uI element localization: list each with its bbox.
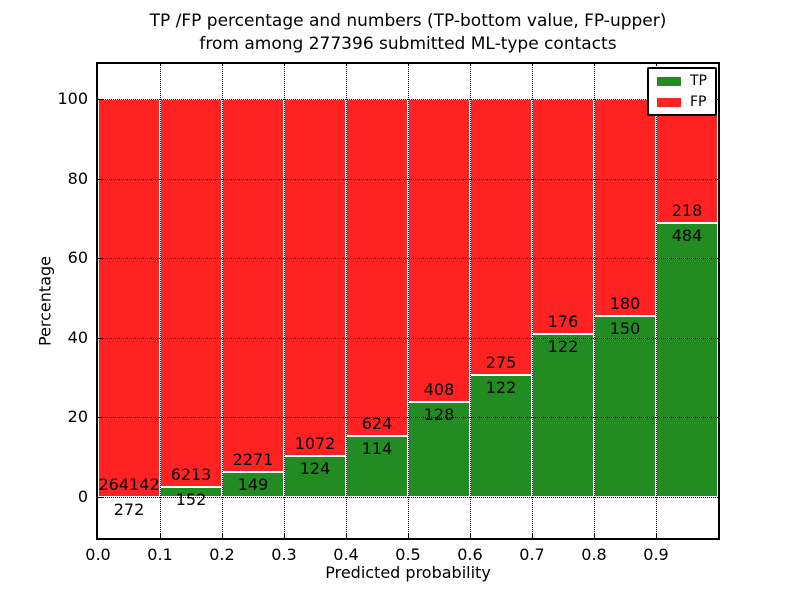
x-tick-mark (594, 533, 595, 538)
fp-count-label: 6213 (170, 465, 212, 485)
fp-count-label: 2271 (232, 450, 274, 470)
bar-fp-segment (470, 99, 532, 375)
fp-count-label: 264142 (98, 474, 160, 494)
plot-area: 264142 272 6213 152 2271 149 1072 124 624 114 408 1… (96, 62, 720, 540)
x-tick-mark (656, 533, 657, 538)
v-gridline (532, 64, 533, 538)
y-tick-label: 0 (77, 487, 88, 506)
tp-count-label: 484 (671, 225, 703, 245)
chart-title-line2: from among 277396 submitted ML-type cont… (199, 34, 617, 54)
bar-fp-segment (98, 99, 160, 497)
bar-fp-segment (222, 99, 284, 473)
x-tick-label: 0.6 (457, 545, 483, 564)
fp-count-label: 218 (671, 200, 703, 220)
fp-count-label: 275 (485, 352, 517, 372)
x-tick-label: 0.3 (271, 545, 297, 564)
legend-item-fp: FP (657, 95, 707, 109)
y-tick-mark (98, 258, 103, 260)
y-tick-mark (98, 337, 103, 339)
bar-fp-segment (160, 99, 222, 488)
v-gridline (284, 64, 285, 538)
v-gridline (656, 64, 657, 538)
x-tick-mark (284, 533, 285, 538)
x-tick-mark (346, 533, 347, 538)
bar-tp-segment (346, 435, 408, 497)
x-tick-label: 0.9 (643, 545, 669, 564)
tp-count-label: 124 (299, 458, 331, 478)
x-tick-mark (408, 533, 409, 538)
x-tick-label: 0.5 (395, 545, 421, 564)
tp-count-label: 122 (485, 377, 517, 397)
v-gridline (408, 64, 409, 538)
x-tick-mark (470, 533, 471, 538)
y-tick-mark (98, 497, 103, 498)
fp-legend-label: FP (690, 94, 707, 110)
bar-fp-segment (284, 99, 346, 456)
y-tick-mark (98, 178, 103, 180)
tp-count-label: 152 (175, 490, 207, 510)
y-tick-label: 40 (67, 327, 88, 347)
tp-count-label: 149 (237, 475, 269, 495)
tp-count-label: 150 (609, 319, 641, 339)
legend: TP FP (647, 67, 717, 116)
fp-count-label: 624 (361, 413, 393, 433)
tp-count-label: 272 (113, 499, 145, 519)
y-tick-mark (98, 99, 103, 100)
x-tick-label: 0.7 (519, 545, 545, 564)
fp-count-label: 1072 (294, 433, 336, 453)
x-tick-label: 0.1 (147, 545, 173, 564)
fp-count-label: 176 (547, 312, 579, 332)
y-tick-mark (98, 417, 103, 419)
y-tick-label: 80 (67, 168, 88, 188)
legend-item-tp: TP (657, 74, 707, 88)
chart-title: TP /FP percentage and numbers (TP-bottom… (96, 10, 720, 56)
fp-legend-swatch-icon (657, 97, 681, 107)
tp-count-label: 114 (361, 438, 393, 458)
tp-legend-swatch-icon (657, 76, 681, 86)
bar-fp-segment (346, 99, 408, 436)
tp-count-label: 128 (423, 404, 455, 424)
x-tick-mark (532, 533, 533, 538)
tp-legend-label: TP (690, 73, 707, 89)
x-tick-label: 0.4 (333, 545, 359, 564)
chart-title-line1: TP /FP percentage and numbers (TP-bottom… (149, 11, 667, 31)
bar-fp-segment (532, 99, 594, 335)
x-tick-label: 0.8 (581, 545, 607, 564)
bar-tp-segment (284, 455, 346, 497)
y-tick-label: 60 (67, 248, 88, 268)
bar-tp-segment (222, 472, 284, 497)
bar-tp-segment (470, 374, 532, 497)
x-tick-label: 0.0 (85, 545, 111, 564)
bar-fp-segment (408, 99, 470, 402)
x-axis-label: Predicted probability (325, 563, 491, 582)
y-tick-label: 20 (67, 407, 88, 427)
fp-count-label: 408 (423, 379, 455, 399)
bar-tp-segment (532, 334, 594, 497)
x-tick-mark (222, 533, 223, 538)
v-gridline (594, 64, 595, 538)
v-gridline (222, 64, 223, 538)
x-tick-mark (160, 533, 161, 538)
v-gridline (346, 64, 347, 538)
y-tick-label: 100 (57, 89, 88, 108)
fp-count-label: 180 (609, 294, 641, 314)
v-gridline (160, 64, 161, 538)
x-tick-label: 0.2 (209, 545, 235, 564)
bar-fp-segment (594, 99, 656, 317)
v-gridline (470, 64, 471, 538)
bar-tp-segment (594, 316, 656, 497)
tp-count-label: 122 (547, 337, 579, 357)
bar-tp-segment (656, 222, 718, 497)
